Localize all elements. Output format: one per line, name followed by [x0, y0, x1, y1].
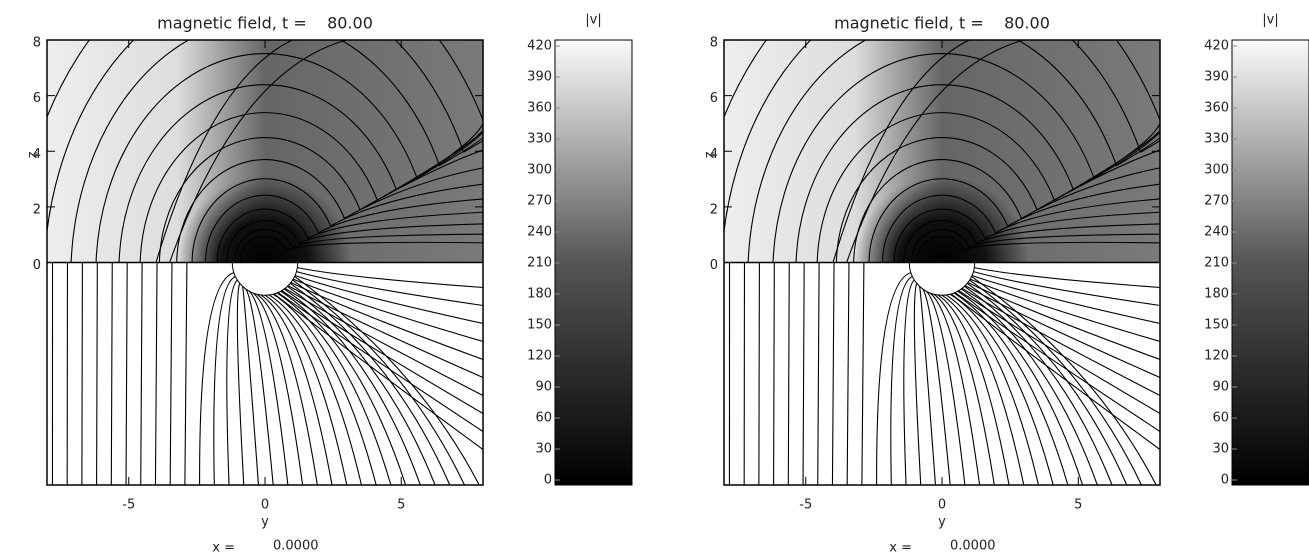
field-line [759, 263, 760, 486]
slice-value: 0.0000 [950, 539, 996, 553]
x-axis-label: y [938, 515, 946, 530]
colorbar-tick-label: 90 [535, 380, 552, 395]
chart-title: magnetic field, t = 80.00 [157, 14, 373, 33]
colorbar-title: |v| [1262, 13, 1278, 28]
colorbar-tick-label: 270 [1204, 194, 1229, 209]
y-tick-label: 2 [710, 202, 718, 217]
colorbar-tick-label: 360 [527, 101, 552, 116]
x-tick-label: 0 [261, 498, 269, 513]
colorbar-tick-label: 420 [527, 39, 552, 54]
plot-area [693, 0, 1253, 485]
colorbar-tick-label: 300 [527, 163, 552, 178]
colorbar-tick-label: 150 [1204, 318, 1229, 333]
x-axis-label: y [261, 515, 269, 530]
colorbar-tick-label: 60 [1212, 411, 1229, 426]
x-tick-label: 5 [1074, 498, 1082, 513]
colorbar-tick-label: 240 [527, 225, 552, 240]
colorbar-tick-label: 120 [1204, 349, 1229, 364]
colorbar-tick-label: 330 [1204, 132, 1229, 147]
x-tick-label: -5 [122, 498, 135, 513]
y-tick-label: 8 [33, 36, 41, 51]
colorbar-tick-label: 0 [544, 473, 552, 488]
y-tick-label: 0 [710, 258, 718, 273]
slice-label: x = [889, 541, 912, 553]
colorbar-tick-label: 150 [527, 318, 552, 333]
y-tick-label: 2 [33, 202, 41, 217]
slice-label: x = [212, 541, 235, 553]
colorbar-title: |v| [585, 13, 601, 28]
colorbar-tick-label: 60 [535, 411, 552, 426]
y-tick-label: 0 [33, 258, 41, 273]
y-axis-label: z [703, 151, 718, 158]
chart-title: magnetic field, t = 80.00 [834, 14, 1050, 33]
slice-value: 0.0000 [273, 539, 319, 553]
colorbar-tick-label: 30 [1212, 442, 1229, 457]
colorbar-tick-label: 120 [527, 349, 552, 364]
colorbar-tick-label: 180 [527, 287, 552, 302]
y-tick-label: 6 [33, 91, 41, 106]
y-axis-label: z [26, 151, 41, 158]
colorbar-tick-label: 0 [1221, 473, 1229, 488]
colorbar-tick-label: 210 [527, 256, 552, 271]
colorbar [555, 40, 632, 485]
x-tick-label: 5 [397, 498, 405, 513]
colorbar-tick-label: 180 [1204, 287, 1229, 302]
x-tick-label: -5 [799, 498, 812, 513]
colorbar-tick-label: 30 [535, 442, 552, 457]
colorbar-tick-label: 240 [1204, 225, 1229, 240]
y-tick-label: 8 [710, 36, 718, 51]
colorbar-tick-label: 270 [527, 194, 552, 209]
field-line [774, 263, 775, 486]
colorbar-tick-label: 390 [1204, 70, 1229, 85]
plot-area [16, 0, 576, 485]
field-line [97, 263, 98, 486]
colorbar [1232, 40, 1309, 485]
colorbar-tick-label: 330 [527, 132, 552, 147]
colorbar-tick-label: 360 [1204, 101, 1229, 116]
colorbar-tick-label: 390 [527, 70, 552, 85]
colorbar-tick-label: 420 [1204, 39, 1229, 54]
colorbar-tick-label: 300 [1204, 163, 1229, 178]
colorbar-tick-label: 90 [1212, 380, 1229, 395]
field-line [82, 263, 83, 486]
colorbar-tick-label: 210 [1204, 256, 1229, 271]
x-tick-label: 0 [938, 498, 946, 513]
y-tick-label: 6 [710, 91, 718, 106]
